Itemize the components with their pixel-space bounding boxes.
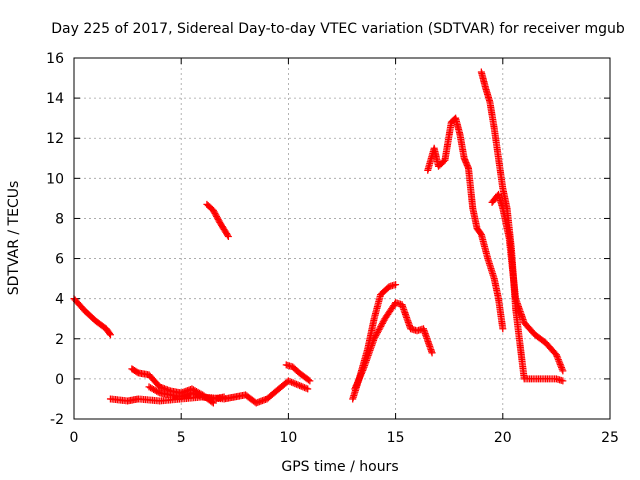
y-tick-label: 6 [55, 252, 64, 268]
data-point [352, 382, 360, 390]
data-point [370, 335, 378, 343]
data-point [559, 377, 567, 385]
y-tick-label: 14 [46, 91, 64, 107]
data-point [284, 377, 292, 385]
data-point [376, 324, 384, 332]
data-point [224, 231, 232, 239]
data-point [357, 369, 365, 377]
data-point [286, 378, 294, 386]
data-point [289, 379, 297, 387]
chart-title: Day 225 of 2017, Sidereal Day-to-day VTE… [51, 21, 625, 37]
series-arc-10 [477, 68, 567, 385]
y-tick-label: 8 [55, 211, 64, 227]
data-point [106, 331, 114, 339]
data-point [355, 374, 363, 382]
data-point [354, 377, 362, 385]
data-point [352, 383, 360, 391]
series-arc-8 [351, 299, 436, 393]
series-arc-11 [488, 190, 567, 375]
data-point [351, 385, 359, 393]
data-point [304, 385, 312, 393]
y-tick-label: 16 [46, 51, 64, 67]
series-arc-6 [282, 361, 314, 385]
y-tick-label: 12 [46, 131, 64, 147]
data-point [297, 382, 305, 390]
data-point [357, 371, 365, 379]
series-arc-4 [145, 383, 228, 403]
data-point [559, 367, 567, 375]
data-point [292, 380, 300, 388]
data-point [294, 381, 302, 389]
series-arc-1 [70, 295, 114, 339]
data-point [305, 376, 312, 384]
y-tick-label: 10 [46, 171, 64, 187]
series-arc-9 [424, 114, 507, 333]
data-point [374, 327, 382, 335]
axis-ticks: 0 5 10 15 20 25 -2 0 2 4 6 8 10 12 14 16 [46, 51, 619, 446]
x-tick-label: 15 [387, 430, 405, 446]
data-point [392, 281, 400, 289]
data-point [356, 373, 364, 381]
data-point [106, 330, 114, 338]
data-point [213, 214, 221, 222]
data-point [211, 209, 219, 217]
x-tick-label: 5 [177, 430, 186, 446]
data-point [373, 329, 381, 337]
data-points [70, 68, 567, 407]
data-point [212, 211, 220, 219]
x-tick-label: 0 [70, 430, 79, 446]
x-axis-label: GPS time / hours [281, 459, 398, 475]
data-point [296, 382, 304, 390]
x-tick-label: 10 [279, 430, 297, 446]
y-tick-label: -2 [50, 412, 64, 428]
plot-frame [73, 57, 611, 420]
data-point [154, 388, 162, 396]
data-point [379, 318, 387, 326]
data-point [428, 349, 436, 357]
data-point [214, 215, 222, 223]
grid-lines [74, 58, 610, 419]
data-point [300, 384, 308, 392]
data-point [291, 380, 299, 388]
data-point [371, 333, 379, 341]
y-tick-label: 0 [55, 372, 64, 388]
data-point [372, 332, 380, 340]
y-axis-label: SDTVAR / TECUs [6, 181, 22, 296]
data-point [499, 325, 507, 333]
data-point [359, 366, 367, 374]
data-point [288, 378, 296, 386]
data-point [355, 376, 363, 384]
data-point [210, 208, 218, 216]
series-arc-5 [203, 200, 232, 240]
data-point [299, 383, 307, 391]
data-point [377, 322, 385, 330]
x-tick-label: 25 [601, 430, 619, 446]
data-point [378, 321, 386, 329]
data-point [306, 377, 314, 385]
data-point [353, 380, 361, 388]
y-tick-label: 4 [55, 292, 64, 308]
y-tick-label: 2 [55, 332, 64, 348]
data-point [358, 368, 366, 376]
data-point [224, 232, 232, 240]
data-point [373, 330, 381, 338]
data-point [375, 326, 383, 334]
data-point [302, 384, 310, 392]
data-point [378, 319, 386, 327]
data-point [209, 206, 217, 214]
data-point [354, 379, 362, 387]
data-point [220, 393, 228, 401]
data-point [213, 212, 221, 220]
x-tick-label: 20 [494, 430, 512, 446]
